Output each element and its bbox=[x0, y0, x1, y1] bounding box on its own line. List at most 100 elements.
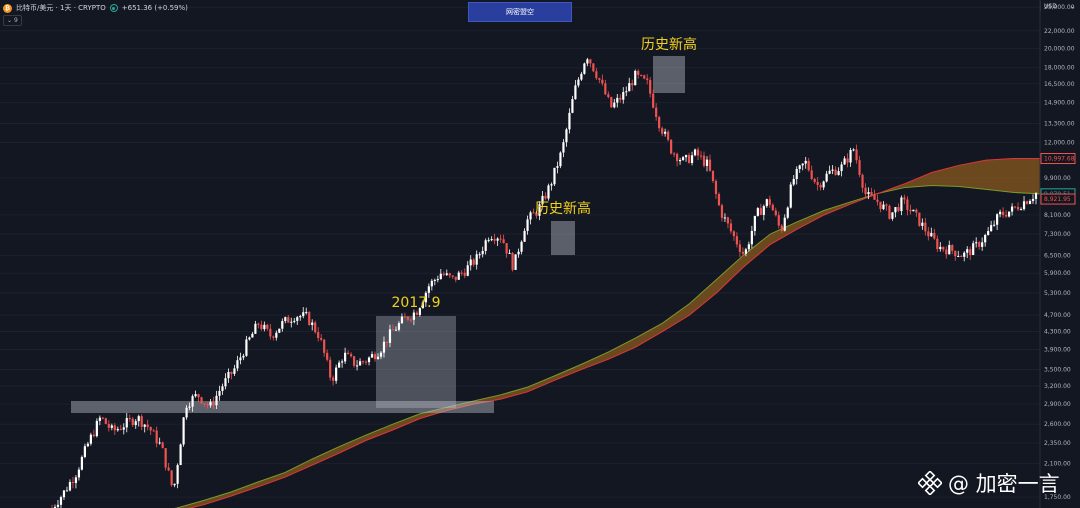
top-banner-button[interactable]: 网密盟空 bbox=[468, 2, 572, 22]
candle-body bbox=[532, 212, 535, 214]
candle-body bbox=[152, 430, 155, 432]
candle-body bbox=[475, 254, 478, 265]
currency-selector[interactable]: USD ⌄ bbox=[1040, 1, 1078, 12]
candle-body bbox=[185, 407, 188, 418]
candle-body bbox=[798, 165, 801, 169]
y-tick-label: 22,000.00 bbox=[1044, 28, 1075, 35]
candle-body bbox=[565, 129, 568, 143]
candle-body bbox=[616, 97, 619, 103]
candle-body bbox=[873, 194, 876, 200]
candle-body bbox=[843, 158, 846, 165]
candle-body bbox=[508, 252, 511, 254]
candle-body bbox=[640, 74, 643, 76]
indicator-toggle[interactable]: ⌄ 9 bbox=[3, 15, 22, 26]
candle-body bbox=[376, 356, 380, 360]
candle-body bbox=[194, 394, 197, 397]
candle-body bbox=[469, 259, 472, 266]
candle-body bbox=[167, 467, 170, 471]
candle-body bbox=[990, 225, 993, 232]
candle-body bbox=[308, 312, 311, 325]
candle-body bbox=[433, 279, 436, 281]
candle-body bbox=[535, 212, 538, 216]
candle-body bbox=[490, 239, 493, 241]
candle-body bbox=[945, 249, 948, 255]
candle-body bbox=[1031, 198, 1035, 201]
candle-body bbox=[948, 245, 951, 255]
candle-body bbox=[361, 361, 365, 363]
candle-body bbox=[696, 149, 700, 156]
candle-body bbox=[681, 157, 685, 161]
candle-body bbox=[466, 265, 469, 276]
price-label-box bbox=[1040, 193, 1076, 205]
y-tick-label: 1,750.00 bbox=[1044, 494, 1071, 501]
candle-body bbox=[705, 159, 709, 166]
candle-body bbox=[364, 361, 368, 363]
candle-body bbox=[867, 192, 870, 195]
candle-body bbox=[332, 377, 335, 381]
candle-body bbox=[729, 223, 733, 232]
annotation-2017-9: 2017.9 bbox=[392, 295, 441, 311]
currency-label: USD bbox=[1044, 3, 1057, 10]
candle-body bbox=[864, 187, 867, 195]
candle-body bbox=[236, 360, 239, 369]
candle-body bbox=[1004, 215, 1008, 217]
price-label: 8,921.95 bbox=[1044, 196, 1071, 203]
candle-body bbox=[607, 94, 610, 98]
candle-body bbox=[568, 112, 571, 130]
candle-body bbox=[161, 442, 164, 449]
candle-body bbox=[888, 205, 891, 219]
candle-body bbox=[795, 168, 798, 179]
candle-body bbox=[924, 222, 927, 232]
candle-body bbox=[176, 465, 179, 484]
candle-body bbox=[969, 249, 972, 255]
candle-body bbox=[346, 352, 350, 355]
candle-body bbox=[394, 329, 398, 331]
candle-body bbox=[855, 149, 858, 161]
y-tick-label: 9,900.00 bbox=[1044, 175, 1071, 182]
y-tick-label: 20,000.00 bbox=[1044, 45, 1075, 52]
candle-body bbox=[762, 206, 765, 215]
candle-body bbox=[418, 308, 421, 315]
candle-body bbox=[933, 232, 936, 239]
candle-body bbox=[427, 286, 430, 293]
candle-body bbox=[831, 169, 834, 171]
candle-body bbox=[454, 276, 457, 280]
candle-body bbox=[1007, 211, 1011, 217]
candle-body bbox=[1034, 193, 1038, 199]
candle-body bbox=[628, 83, 631, 92]
chevron-down-icon: ⌄ bbox=[1069, 3, 1075, 10]
candle-body bbox=[687, 155, 691, 164]
candle-body bbox=[406, 316, 410, 320]
market-status-icon bbox=[109, 4, 118, 12]
y-tick-label: 13,300.00 bbox=[1044, 120, 1075, 127]
candle-body bbox=[385, 341, 389, 343]
candle-body bbox=[658, 116, 661, 129]
candle-body bbox=[122, 427, 125, 430]
candle-body bbox=[897, 207, 900, 212]
candle-body bbox=[83, 446, 86, 457]
candle-body bbox=[756, 208, 759, 216]
y-tick-label: 6,500.00 bbox=[1044, 252, 1071, 259]
candle-body bbox=[586, 59, 589, 64]
candle-body bbox=[68, 482, 72, 491]
candle-body bbox=[966, 249, 969, 253]
symbol-title[interactable]: 比特币/美元 · 1天 · CRYPTO bbox=[16, 4, 106, 12]
candle-body bbox=[529, 212, 532, 220]
y-tick-label: 4,300.00 bbox=[1044, 329, 1071, 336]
candle-body bbox=[248, 337, 251, 340]
candle-body bbox=[643, 75, 646, 79]
candle-body bbox=[412, 312, 415, 320]
candle-body bbox=[625, 91, 628, 93]
candle-body bbox=[664, 131, 667, 134]
price-labels: 10,997.689,079.518,921.95 bbox=[1040, 153, 1076, 205]
candle-body bbox=[870, 192, 873, 195]
candle-body bbox=[631, 83, 634, 86]
candle-body bbox=[667, 131, 670, 140]
candle-body bbox=[792, 178, 795, 185]
candle-body bbox=[352, 356, 356, 366]
candle-body bbox=[116, 428, 119, 431]
candle-body bbox=[131, 418, 134, 426]
candle-body bbox=[828, 170, 831, 174]
symbol-header[interactable]: ₿ 比特币/美元 · 1天 · CRYPTO +651.36 (+0.59%) bbox=[3, 2, 188, 14]
